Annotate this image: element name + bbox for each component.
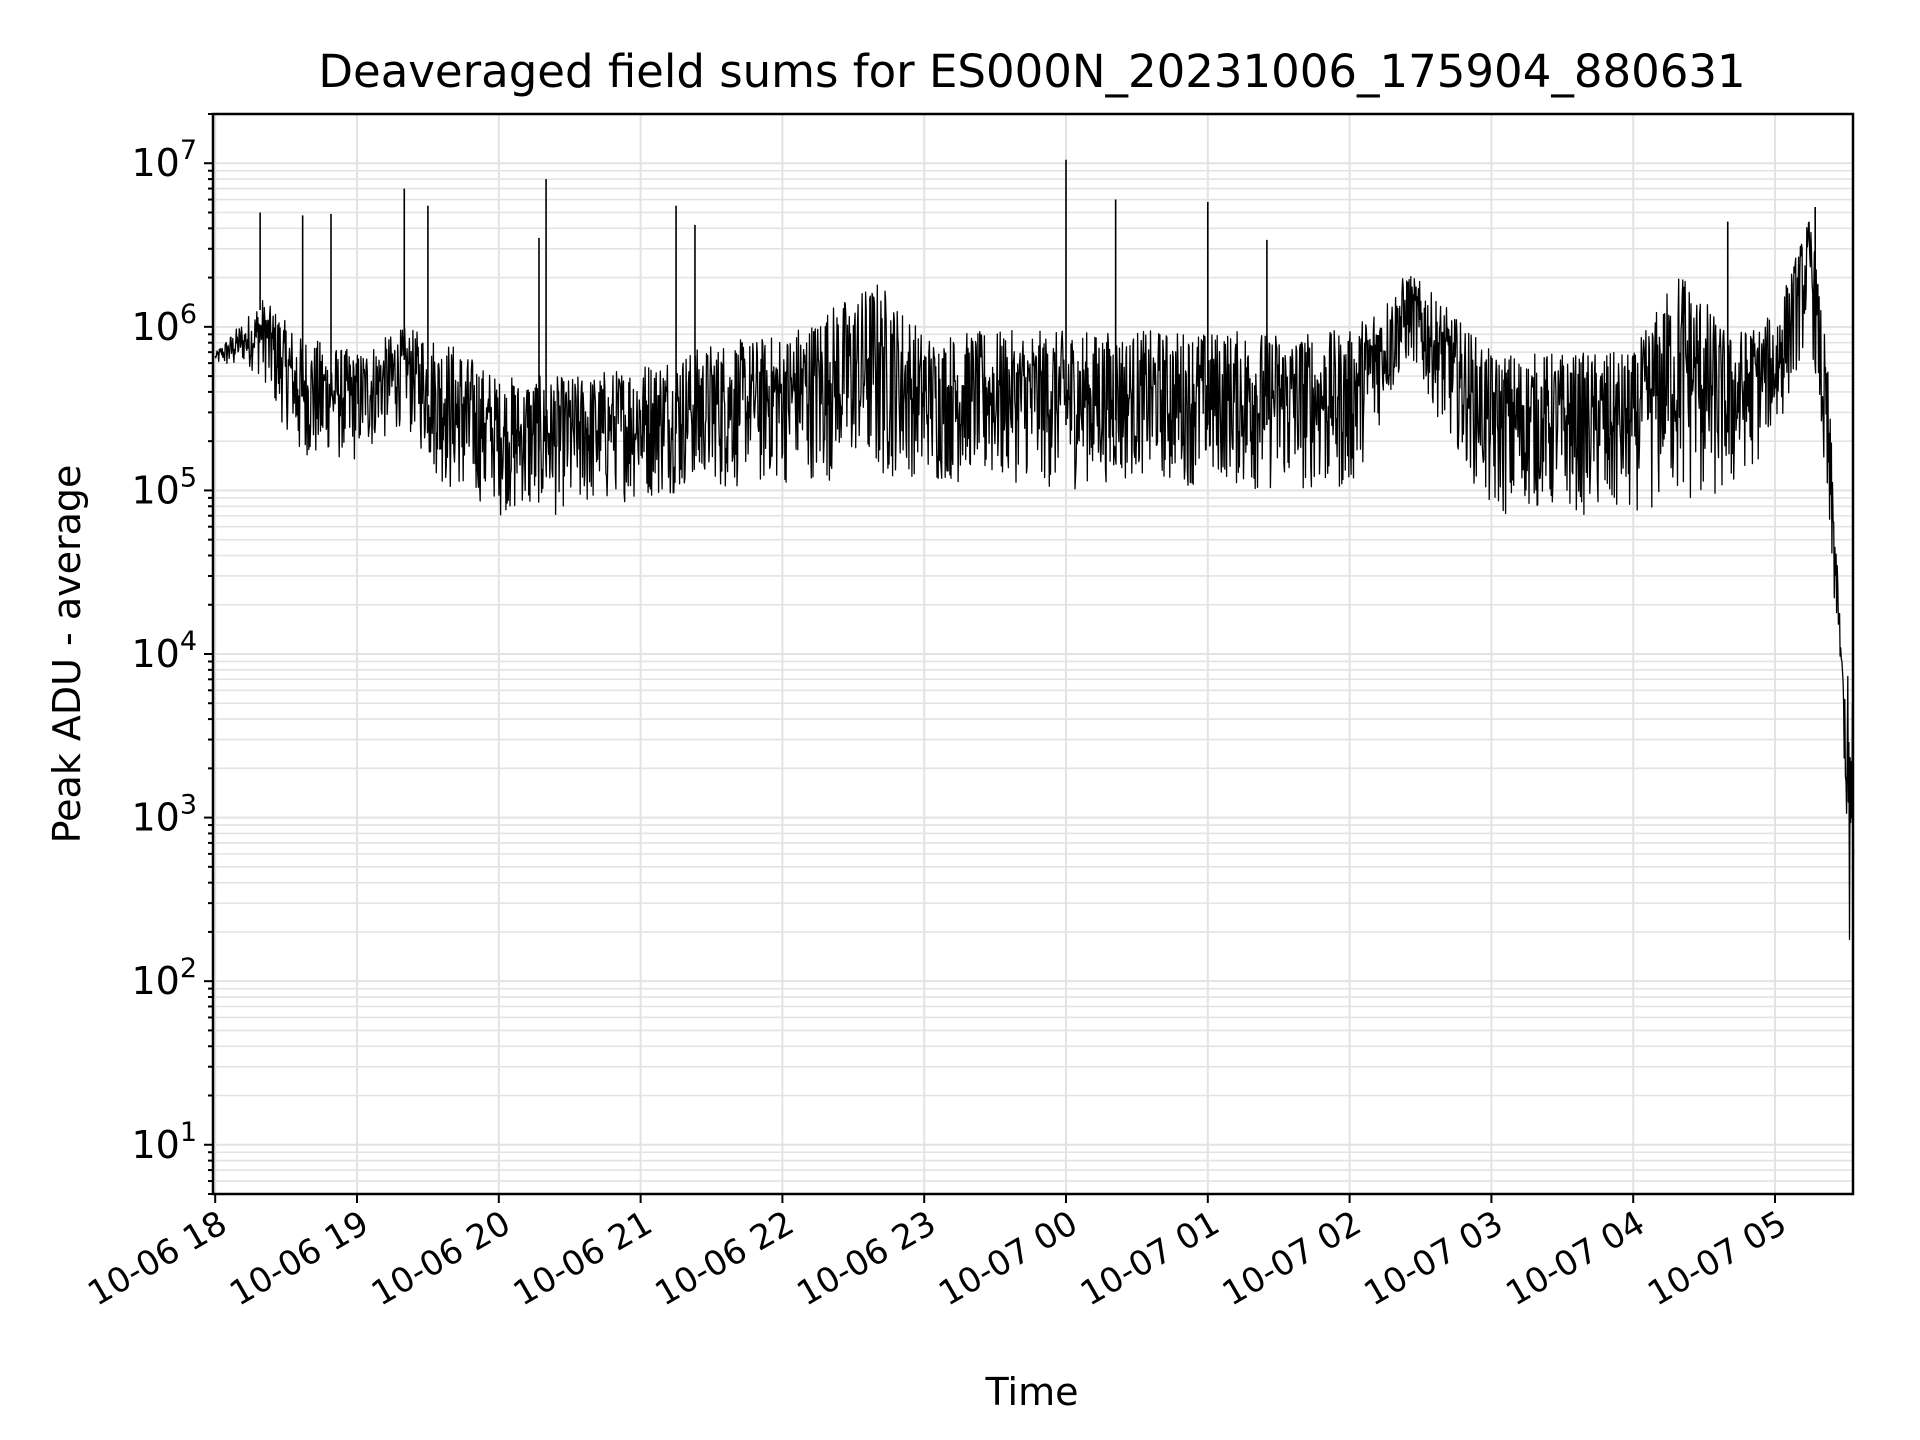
y-tick-base: 10 (131, 141, 179, 185)
x-tick-label: 10-06 21 (507, 1203, 659, 1314)
y-tick-base: 10 (131, 632, 179, 676)
y-tick-exponent: 2 (180, 953, 197, 984)
y-tick-base: 10 (131, 796, 179, 840)
y-tick-label: 101 (131, 1117, 197, 1167)
y-tick-label: 105 (131, 462, 197, 512)
y-tick-exponent: 1 (180, 1117, 197, 1148)
y-tick-exponent: 5 (180, 462, 197, 493)
y-tick-exponent: 6 (180, 299, 197, 330)
y-tick-exponent: 3 (180, 790, 197, 821)
y-axis-label: Peak ADU - average (45, 465, 89, 844)
y-tick-label: 103 (131, 790, 197, 840)
y-tick-label: 102 (131, 953, 197, 1003)
y-tick-base: 10 (131, 305, 179, 349)
x-tick-label: 10-06 19 (223, 1203, 375, 1314)
x-tick-label: 10-07 05 (1641, 1203, 1793, 1314)
x-axis-label: Time (985, 1370, 1079, 1414)
y-tick-exponent: 7 (180, 135, 197, 166)
y-tick-base: 10 (131, 959, 179, 1003)
x-tick-label: 10-07 02 (1216, 1203, 1368, 1314)
x-tick-label: 10-06 23 (790, 1203, 942, 1314)
x-tick-label: 10-07 00 (932, 1203, 1084, 1314)
x-tick-label: 10-07 01 (1074, 1203, 1226, 1314)
y-tick-label: 104 (131, 626, 197, 676)
y-tick-base: 10 (131, 468, 179, 512)
x-tick-label: 10-07 04 (1499, 1203, 1651, 1314)
y-tick-base: 10 (131, 1123, 179, 1167)
y-tick-label: 107 (131, 135, 197, 185)
data-series-line (214, 221, 1855, 941)
plot-area (214, 159, 1855, 941)
x-tick-label: 10-06 20 (365, 1203, 517, 1314)
grid (213, 113, 1853, 1195)
chart-title: Deaveraged field sums for ES000N_2023100… (318, 45, 1745, 98)
y-tick-label: 106 (131, 299, 197, 349)
y-tick-exponent: 4 (180, 626, 197, 657)
x-tick-label: 10-07 03 (1358, 1203, 1510, 1314)
x-tick-label: 10-06 22 (649, 1203, 801, 1314)
x-tick-label: 10-06 18 (81, 1203, 233, 1314)
